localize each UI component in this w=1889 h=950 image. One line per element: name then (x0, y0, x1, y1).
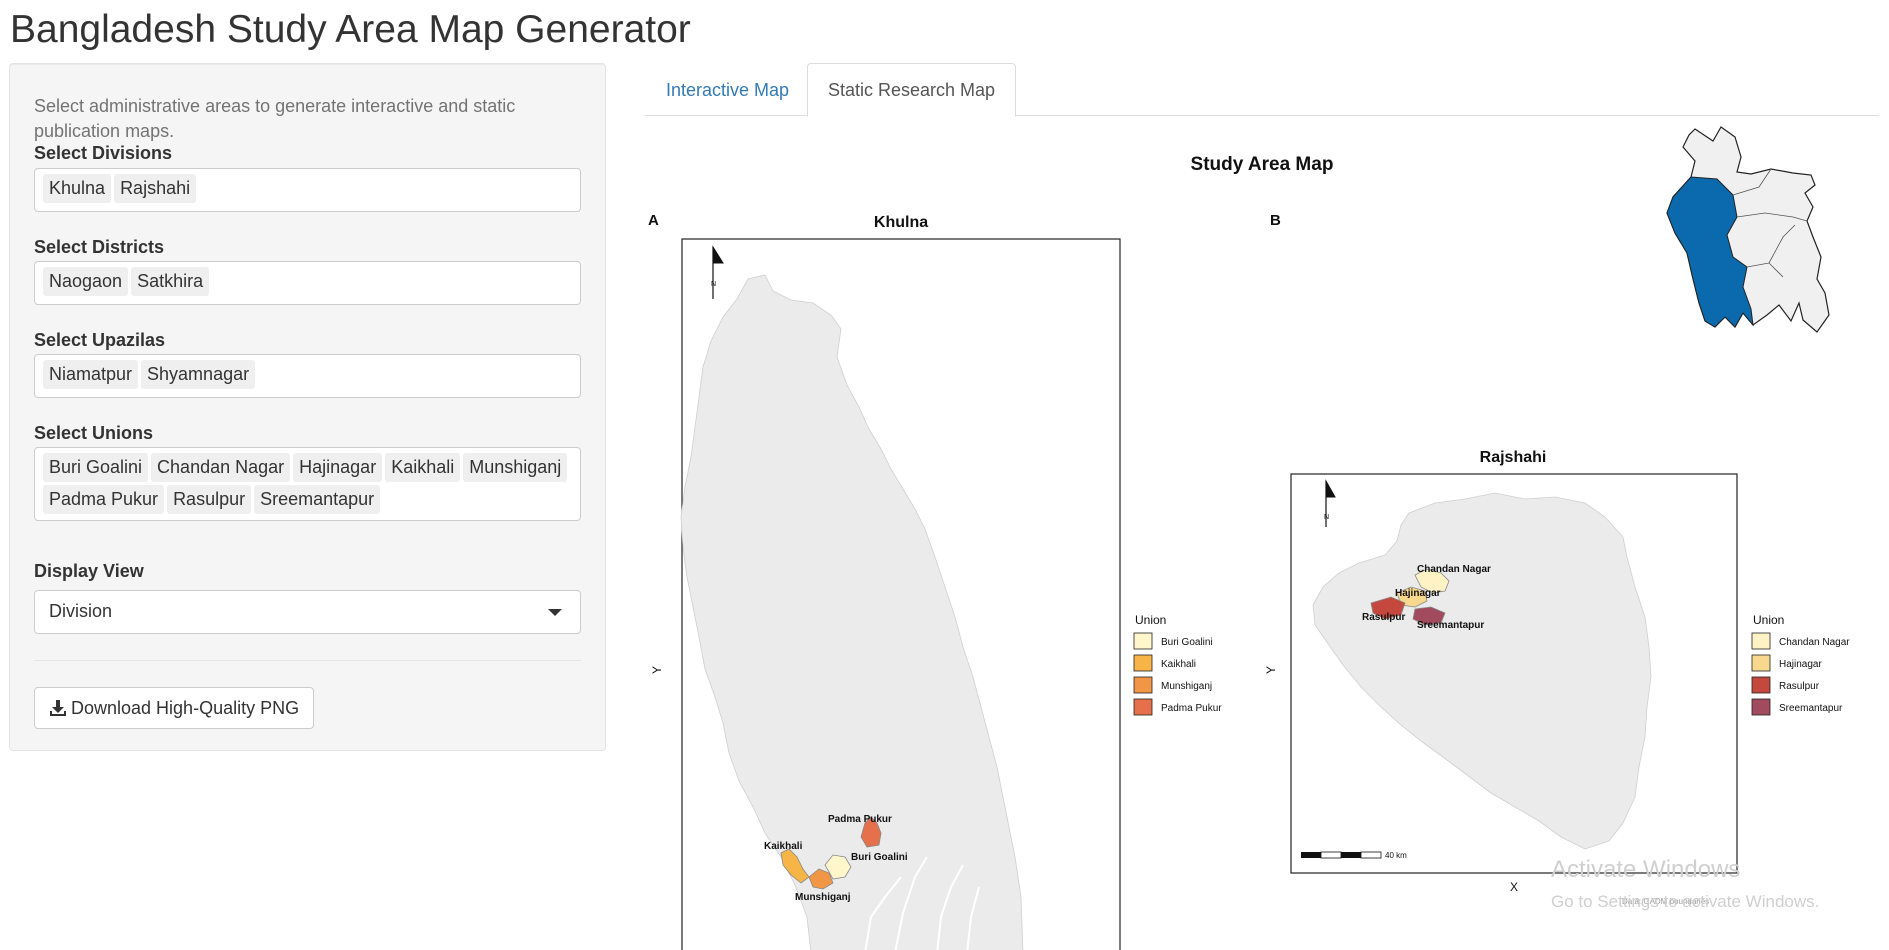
tab-static-research-map[interactable]: Static Research Map (807, 63, 1017, 117)
rajshahi-land (1312, 492, 1652, 850)
division-borders (1732, 168, 1808, 278)
panel-a: A Khulna Y N Padma Pukur Kaikhali Buri G… (648, 212, 1222, 950)
panel-b-x-label: X (1510, 880, 1518, 894)
river-channels (864, 856, 980, 950)
panel-a-title: Khulna (874, 214, 928, 231)
chip-sreemantapur[interactable]: Sreemantapur (254, 485, 381, 514)
region-buri-goalini (824, 854, 852, 880)
label-rasulpur: Rasulpur (1362, 612, 1405, 623)
display-view-label: Display View (34, 561, 144, 581)
data-caption: Data: GADM boundaries (1622, 897, 1709, 906)
region-padma-pukur (860, 816, 882, 848)
chip-kaikhali[interactable]: Kaikhali (385, 453, 461, 482)
chip-niamatpur[interactable]: Niamatpur (43, 360, 139, 389)
region-chandan-nagar (1414, 568, 1450, 594)
unions-select[interactable]: Buri Goalini Chandan Nagar Hajinagar Kaikha… (34, 447, 581, 521)
legend-swatch-munshiganj (1133, 676, 1153, 694)
display-view-dropdown[interactable]: Division (34, 590, 581, 634)
legend-a-padma-pukur: Padma Pukur (1161, 703, 1222, 714)
chip-satkhira[interactable]: Satkhira (131, 267, 210, 296)
chip-rasulpur[interactable]: Rasulpur (167, 485, 252, 514)
legend-swatch-chandan-nagar (1751, 632, 1771, 650)
upazilas-select[interactable]: Niamatpur Shyamnagar (34, 354, 581, 398)
legend-swatch-rasulpur (1751, 676, 1771, 694)
legend-a-buri-goalini: Buri Goalini (1161, 637, 1213, 648)
chip-munshiganj[interactable]: Munshiganj (463, 453, 568, 482)
label-chandan-nagar: Chandan Nagar (1417, 564, 1491, 575)
bangladesh-inset-map (1666, 126, 1830, 333)
chip-shyamnagar[interactable]: Shyamnagar (141, 360, 256, 389)
panel-b: B Rajshahi Y X N Chandan Nagar Hajinagar… (1264, 212, 1850, 906)
legend-swatch-hajinagar (1751, 654, 1771, 672)
chip-padma-pukur[interactable]: Padma Pukur (43, 485, 165, 514)
highlighted-divisions (1666, 176, 1754, 328)
panel-b-north: N (1324, 514, 1329, 521)
legend-swatch-sreemantapur (1751, 698, 1771, 716)
chip-buri-goalini[interactable]: Buri Goalini (43, 453, 149, 482)
scale-label: 40 km (1385, 851, 1407, 860)
label-kaikhali: Kaikhali (764, 841, 803, 852)
chip-chandan-nagar[interactable]: Chandan Nagar (151, 453, 291, 482)
watermark-line1: Activate Windows (1551, 856, 1741, 883)
unions-label: Select Unions (34, 423, 154, 443)
legend-b-sreemantapur: Sreemantapur (1779, 703, 1843, 714)
region-munshiganj (808, 868, 834, 890)
scale-bar (1301, 851, 1382, 859)
label-hajinagar: Hajinagar (1395, 588, 1441, 599)
panel-b-legend-title: Union (1753, 613, 1784, 627)
chip-hajinagar[interactable]: Hajinagar (293, 453, 383, 482)
sidebar-panel: Select administrative areas to generate … (9, 63, 606, 751)
download-png-button[interactable]: Download High-Quality PNG (34, 687, 315, 729)
divisions-label: Select Divisions (34, 143, 173, 163)
chip-naogaon[interactable]: Naogaon (43, 267, 129, 296)
download-label: Download High-Quality PNG (71, 697, 300, 718)
map-title: Study Area Map (1191, 154, 1334, 175)
panel-a-letter: A (648, 212, 659, 229)
chip-khulna[interactable]: Khulna (43, 174, 112, 203)
app-title: Bangladesh Study Area Map Generator (10, 8, 691, 51)
watermark-line2: Go to Settings to activate Windows. (1551, 892, 1820, 911)
panel-b-letter: B (1270, 212, 1281, 229)
legend-b-hajinagar: Hajinagar (1779, 659, 1822, 670)
upazilas-label: Select Upazilas (34, 330, 166, 350)
panel-a-north: N (711, 281, 716, 288)
districts-select[interactable]: Naogaon Satkhira (34, 261, 581, 305)
legend-b-chandan-nagar: Chandan Nagar (1779, 637, 1850, 648)
panel-b-title: Rajshahi (1480, 449, 1547, 466)
chip-rajshahi[interactable]: Rajshahi (114, 174, 197, 203)
legend-a-munshiganj: Munshiganj (1161, 681, 1212, 692)
khulna-land (680, 274, 1024, 950)
download-icon (50, 700, 66, 716)
label-sreemantapur: Sreemantapur (1417, 620, 1484, 631)
display-view-value: Division (49, 601, 113, 621)
legend-b-rasulpur: Rasulpur (1779, 681, 1820, 692)
label-buri-goalini: Buri Goalini (851, 852, 908, 863)
tab-interactive-map[interactable]: Interactive Map (666, 80, 790, 100)
label-munshiganj: Munshiganj (795, 892, 851, 903)
districts-label: Select Districts (34, 237, 165, 257)
legend-swatch-padma-pukur (1133, 698, 1153, 716)
region-sreemantapur (1412, 606, 1446, 626)
region-rasulpur (1370, 596, 1406, 620)
legend-a-kaikhali: Kaikhali (1161, 659, 1196, 670)
windows-activation-watermark: Activate Windows Go to Settings to activ… (1551, 856, 1819, 912)
legend-swatch-buri-goalini (1133, 632, 1153, 650)
divisions-select[interactable]: Khulna Rajshahi (34, 168, 581, 212)
panel-a-y-label: Y (650, 666, 664, 674)
legend-swatch-kaikhali (1133, 654, 1153, 672)
chevron-down-icon (548, 609, 562, 616)
divider (34, 660, 581, 661)
sidebar-description: Select administrative areas to generate … (34, 96, 516, 141)
panel-b-y-label: Y (1264, 666, 1278, 674)
panel-a-legend-title: Union (1135, 613, 1166, 627)
static-research-map: Study Area Map A Khulna Y N Padma Pukur … (648, 126, 1850, 950)
label-padma-pukur: Padma Pukur (828, 814, 892, 825)
tab-bar: Interactive Map Static Research Map (645, 63, 1879, 117)
